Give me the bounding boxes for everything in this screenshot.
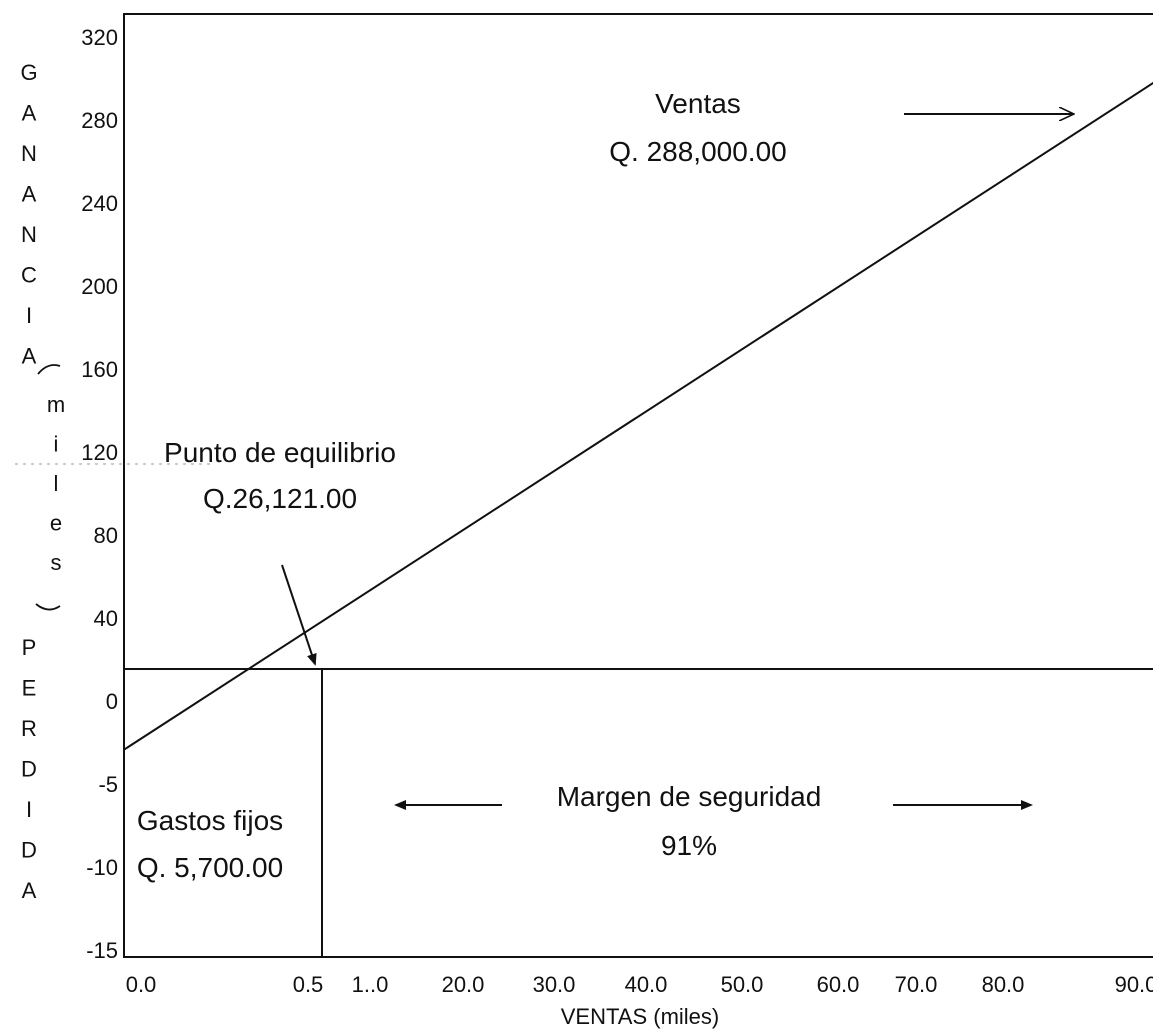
x-tick-label: 30.0 <box>533 972 576 997</box>
y-tick-label: 40 <box>94 606 118 631</box>
plot-frame <box>123 13 1153 958</box>
x-tick-labels: 0.0 0.5 1..0 20.0 30.0 40.0 50.0 60.0 70.0 80.0 90… <box>126 972 1153 997</box>
y-tick-labels: 320 280 240 200 160 120 80 40 0 -5 -10 -15 <box>81 25 118 963</box>
y-axis-title-letter: G <box>20 60 37 85</box>
margen-value: 91% <box>661 830 717 861</box>
y-axis-title-letter: i <box>54 432 59 457</box>
equilibrio-title: Punto de equilibrio <box>164 437 396 468</box>
x-tick-label: 70.0 <box>895 972 938 997</box>
x-tick-label: 90.0 <box>1115 972 1153 997</box>
y-axis-title-letter: E <box>22 676 37 701</box>
y-tick-label: -15 <box>86 938 118 963</box>
equilibrio-value: Q.26,121.00 <box>203 483 357 514</box>
y-axis-title-letter: l <box>54 471 59 496</box>
ventas-line <box>123 81 1153 751</box>
equilibrio-arrow <box>281 564 317 666</box>
y-axis-title-letter: D <box>21 838 37 863</box>
x-tick-label: 1..0 <box>352 972 389 997</box>
y-axis-title-letter: I <box>26 303 32 328</box>
y-tick-label: -5 <box>98 772 118 797</box>
ventas-title: Ventas <box>655 88 741 119</box>
y-tick-label: 200 <box>81 274 118 299</box>
y-tick-label: 240 <box>81 191 118 216</box>
y-axis-title-letter: N <box>21 222 37 247</box>
y-tick-label: -10 <box>86 855 118 880</box>
y-axis-title-letter: P <box>22 635 37 660</box>
margen-title: Margen de seguridad <box>557 781 822 812</box>
y-axis-title-letter: R <box>21 716 37 741</box>
y-tick-label: 0 <box>106 689 118 714</box>
x-tick-label: 0.5 <box>293 972 324 997</box>
y-tick-label: 320 <box>81 25 118 50</box>
x-tick-label: 40.0 <box>625 972 668 997</box>
y-axis-title-letter: e <box>50 511 62 536</box>
x-tick-label: 60.0 <box>817 972 860 997</box>
y-axis-title-letter: A <box>22 182 37 207</box>
series-layer <box>123 81 1153 751</box>
x-axis-title: VENTAS (miles) <box>561 1004 720 1029</box>
y-axis-title-letter: m <box>47 392 65 417</box>
x-tick-label: 20.0 <box>442 972 485 997</box>
y-axis-title-letter: s <box>51 550 62 575</box>
x-tick-label: 0.0 <box>126 972 157 997</box>
gastos-title: Gastos fijos <box>137 805 283 836</box>
y-axis-title-letter: C <box>21 263 37 288</box>
y-axis-title-letter: I <box>26 797 32 822</box>
y-axis-title-letter: D <box>21 757 37 782</box>
y-axis-title-letter: A <box>22 878 37 903</box>
y-tick-label: 280 <box>81 108 118 133</box>
x-tick-label: 50.0 <box>721 972 764 997</box>
gastos-value: Q. 5,700.00 <box>137 852 283 883</box>
y-axis-title-letter: A <box>22 101 37 126</box>
ventas-value: Q. 288,000.00 <box>609 136 786 167</box>
unit-bracket-top <box>37 364 61 375</box>
y-tick-label: 120 <box>81 440 118 465</box>
unit-bracket-bottom <box>35 603 61 611</box>
y-tick-label: 80 <box>94 523 118 548</box>
y-axis-title-miles: miles <box>47 392 65 575</box>
y-axis-title-letter: A <box>22 344 37 369</box>
y-axis-title-letter: N <box>21 141 37 166</box>
x-tick-label: 80.0 <box>982 972 1025 997</box>
y-tick-label: 160 <box>81 357 118 382</box>
